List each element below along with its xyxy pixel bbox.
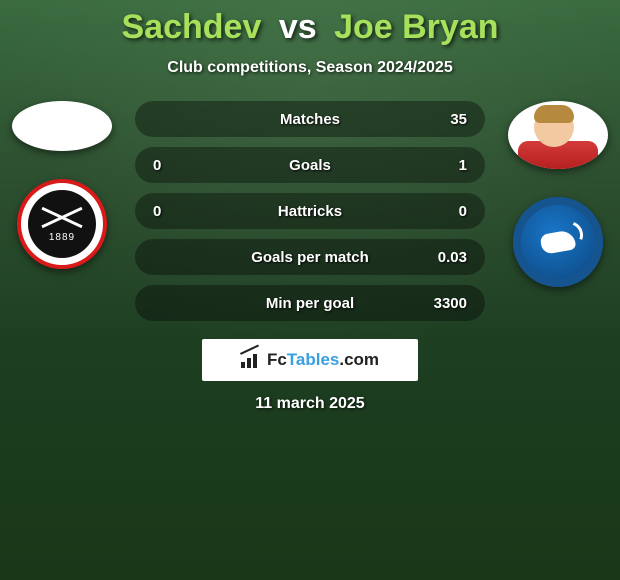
brand-box: FcTables.com xyxy=(202,339,418,381)
chart-icon xyxy=(241,352,261,368)
swords-icon xyxy=(42,206,82,230)
stat-right-value: 0.03 xyxy=(407,249,467,266)
stat-right-value: 3300 xyxy=(407,295,467,312)
stat-right-value: 35 xyxy=(407,111,467,128)
brand-fc: Fc xyxy=(267,350,287,369)
player2-avatar xyxy=(508,101,608,169)
player1-name: Sachdev xyxy=(122,8,262,46)
stat-row-hattricks: 0 Hattricks 0 xyxy=(135,193,485,229)
vs-separator: vs xyxy=(279,8,317,46)
lion-icon xyxy=(535,224,581,260)
middle-row: 1889 Matches 35 0 Goals 1 0 Hattricks xyxy=(0,101,620,321)
player1-avatar xyxy=(12,101,112,151)
brand-text: FcTables.com xyxy=(267,350,379,370)
stat-label: Min per goal xyxy=(213,295,407,312)
stat-row-matches: Matches 35 xyxy=(135,101,485,137)
stat-label: Hattricks xyxy=(213,203,407,220)
stat-label: Goals xyxy=(213,157,407,174)
content: Sachdev vs Joe Bryan Club competitions, … xyxy=(0,0,620,413)
club-badge-inner: 1889 xyxy=(28,190,96,258)
club-year: 1889 xyxy=(49,232,75,243)
stat-row-gpm: Goals per match 0.03 xyxy=(135,239,485,275)
player2-club-badge xyxy=(513,197,603,287)
stat-left-value: 0 xyxy=(153,203,213,220)
stat-label: Goals per match xyxy=(213,249,407,266)
infographic-root: Sachdev vs Joe Bryan Club competitions, … xyxy=(0,0,620,580)
stat-right-value: 1 xyxy=(407,157,467,174)
brand-dotcom: .com xyxy=(339,350,379,369)
player1-club-badge: 1889 xyxy=(17,179,107,269)
stat-label: Matches xyxy=(213,111,407,128)
date-label: 11 march 2025 xyxy=(255,395,364,413)
player2-name: Joe Bryan xyxy=(334,8,498,46)
stats-block: Matches 35 0 Goals 1 0 Hattricks 0 Goals… xyxy=(135,101,485,321)
left-column: 1889 xyxy=(7,101,117,269)
main-title: Sachdev vs Joe Bryan xyxy=(122,8,499,47)
stat-left-value: 0 xyxy=(153,157,213,174)
right-column xyxy=(503,101,613,287)
brand-tables: Tables xyxy=(287,350,340,369)
subtitle: Club competitions, Season 2024/2025 xyxy=(167,59,452,77)
stat-row-mpg: Min per goal 3300 xyxy=(135,285,485,321)
stat-right-value: 0 xyxy=(407,203,467,220)
stat-row-goals: 0 Goals 1 xyxy=(135,147,485,183)
